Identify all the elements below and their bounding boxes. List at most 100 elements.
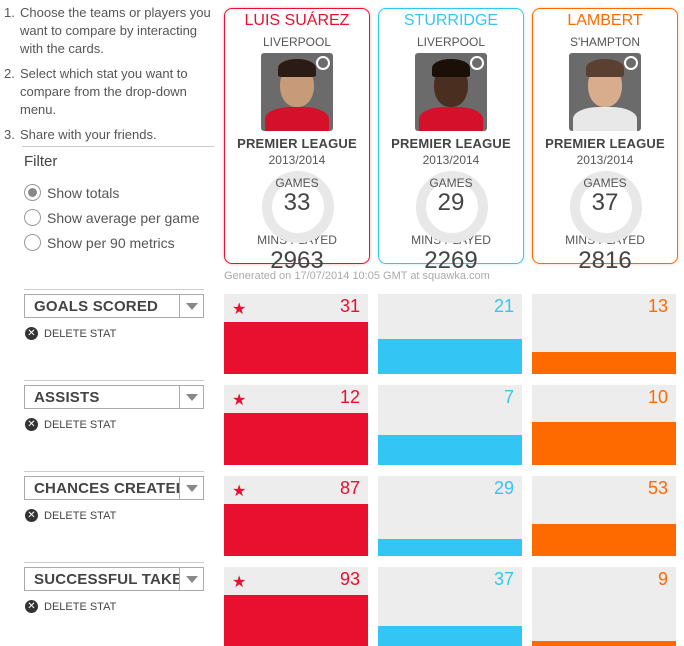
- stat-box-suarez: ★ 93: [224, 567, 368, 646]
- player-name: LUIS SUÁREZ: [244, 12, 350, 29]
- season: 2013/2014: [576, 153, 634, 167]
- stat-box-lambert: 9: [532, 567, 676, 646]
- stat-value: 31: [339, 296, 360, 316]
- mins-value: 2816: [578, 247, 632, 274]
- player-club: LIVERPOOL: [416, 35, 486, 49]
- filter-title: Filter: [24, 153, 58, 170]
- stat-value: 12: [339, 387, 360, 407]
- stat-bar: [224, 413, 368, 465]
- stat-bar: [532, 641, 676, 646]
- league-name: PREMIER LEAGUE: [391, 136, 511, 151]
- close-icon[interactable]: ✕: [25, 418, 38, 431]
- stat-box-suarez: ★ 87: [224, 476, 368, 556]
- star-icon: ★: [232, 483, 247, 500]
- league-name: PREMIER LEAGUE: [237, 136, 357, 151]
- chevron-down-icon[interactable]: [179, 295, 203, 317]
- stat-bar: [532, 524, 676, 556]
- stat-bar: [532, 352, 676, 374]
- delete-stat-button[interactable]: ✕ DELETE STAT: [25, 418, 116, 431]
- games-stat: GAMES 29: [379, 171, 523, 243]
- stat-box-suarez: ★ 12: [224, 385, 368, 465]
- delete-stat-button[interactable]: ✕ DELETE STAT: [25, 327, 116, 340]
- stat-bar: [378, 435, 522, 465]
- player-card-sturridge[interactable]: STURRIDGE LIVERPOOL PREMIER LEAGUE 2013/…: [378, 8, 524, 274]
- stat-value: 37: [493, 569, 514, 589]
- stat-box-lambert: 10: [532, 385, 676, 465]
- delete-stat-button[interactable]: ✕ DELETE STAT: [25, 600, 116, 613]
- stat-divider: [24, 289, 204, 290]
- stat-bar: [378, 626, 522, 646]
- season: 2013/2014: [422, 153, 480, 167]
- player-club: LIVERPOOL: [262, 35, 332, 49]
- filter-option-per90[interactable]: Show per 90 metrics: [24, 230, 200, 255]
- delete-stat-label: DELETE STAT: [44, 600, 117, 613]
- player-club: S'HAMPTON: [569, 35, 641, 49]
- filter-option-totals[interactable]: Show totals: [24, 180, 200, 205]
- stat-box-sturridge: 7: [378, 385, 522, 465]
- squawka-logo-icon: [624, 56, 638, 70]
- star-icon: ★: [232, 392, 247, 409]
- chevron-down-icon[interactable]: [179, 568, 203, 590]
- stat-value: 29: [493, 478, 514, 498]
- stat-box-sturridge: 21: [378, 294, 522, 374]
- filter-options: Show totals Show average per game Show p…: [24, 180, 200, 255]
- player-name: STURRIDGE: [403, 12, 499, 29]
- stat-value: 93: [339, 569, 360, 589]
- stat-value: 10: [647, 387, 668, 407]
- stat-box-suarez: ★ 31: [224, 294, 368, 374]
- radio-checked-icon[interactable]: [24, 184, 41, 201]
- stat-value: 21: [493, 296, 514, 316]
- stat-bar: [378, 539, 522, 556]
- player-name: LAMBERT: [567, 12, 643, 29]
- stat-dropdown-label: SUCCESSFUL TAKE-ONS: [34, 570, 179, 588]
- radio-icon[interactable]: [24, 234, 41, 251]
- player-photo-lambert: [569, 53, 641, 131]
- player-card-suarez[interactable]: LUIS SUÁREZ LIVERPOOL PREMIER LEAGUE 201…: [224, 8, 370, 274]
- stat-value: 87: [339, 478, 360, 498]
- instruction-item: 2. Select which stat you want to compare …: [4, 66, 188, 117]
- stat-box-lambert: 53: [532, 476, 676, 556]
- delete-stat-label: DELETE STAT: [44, 509, 117, 522]
- stat-dropdown-label: GOALS SCORED: [34, 297, 159, 315]
- stat-box-lambert: 13: [532, 294, 676, 374]
- games-stat: GAMES 33: [225, 171, 369, 243]
- stat-value: 13: [647, 296, 668, 316]
- chevron-down-icon[interactable]: [179, 477, 203, 499]
- chevron-down-icon[interactable]: [179, 386, 203, 408]
- stat-dropdown[interactable]: GOALS SCORED: [24, 294, 204, 318]
- generated-timestamp: Generated on 17/07/2014 10:05 GMT at squ…: [224, 270, 490, 282]
- squawka-logo-icon: [316, 56, 330, 70]
- instructions-list: 1. Choose the teams or players you want t…: [0, 4, 214, 151]
- stat-bar: [224, 322, 368, 374]
- player-card-lambert[interactable]: LAMBERT S'HAMPTON PREMIER LEAGUE 2013/20…: [532, 8, 678, 274]
- delete-stat-button[interactable]: ✕ DELETE STAT: [25, 509, 116, 522]
- stat-dropdown-label: CHANCES CREATED: [34, 479, 179, 497]
- filter-option-average[interactable]: Show average per game: [24, 205, 200, 230]
- games-stat: GAMES 37: [533, 171, 677, 243]
- games-ring-icon: [416, 171, 488, 243]
- stat-divider: [24, 471, 204, 472]
- instruction-item: 1. Choose the teams or players you want t…: [4, 5, 211, 56]
- games-ring-icon: [262, 171, 334, 243]
- stat-dropdown-label: ASSISTS: [34, 388, 100, 406]
- stat-value: 9: [657, 569, 668, 589]
- divider: [22, 146, 214, 147]
- stat-value: 7: [503, 387, 514, 407]
- stat-box-sturridge: 29: [378, 476, 522, 556]
- close-icon[interactable]: ✕: [25, 600, 38, 613]
- stat-bar: [532, 422, 676, 465]
- stat-bar: [224, 595, 368, 646]
- close-icon[interactable]: ✕: [25, 509, 38, 522]
- stat-divider: [24, 562, 204, 563]
- league-name: PREMIER LEAGUE: [545, 136, 665, 151]
- stat-divider: [24, 380, 204, 381]
- radio-icon[interactable]: [24, 209, 41, 226]
- player-photo-sturridge: [415, 53, 487, 131]
- stat-dropdown[interactable]: ASSISTS: [24, 385, 204, 409]
- stat-box-sturridge: 37: [378, 567, 522, 646]
- squawka-logo-icon: [470, 56, 484, 70]
- season: 2013/2014: [268, 153, 326, 167]
- close-icon[interactable]: ✕: [25, 327, 38, 340]
- stat-dropdown[interactable]: SUCCESSFUL TAKE-ONS: [24, 567, 204, 591]
- stat-dropdown[interactable]: CHANCES CREATED: [24, 476, 204, 500]
